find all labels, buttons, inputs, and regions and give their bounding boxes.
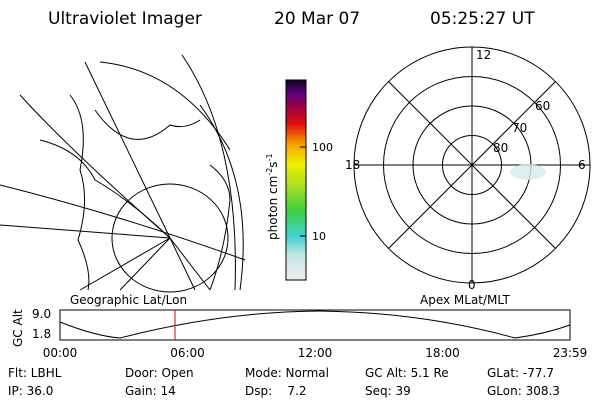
colorbar-label: photon cm-2s-1 [265,153,280,240]
aurora [510,164,546,180]
footer-field: GC Alt: 5.1 Re [365,366,449,380]
altitude-xtick: 23:59 [553,346,588,360]
date: 20 Mar 07 [274,9,360,29]
label-text: s [266,161,280,167]
footer-field: Dsp: 7.2 [245,384,307,398]
altitude-frame [59,309,571,341]
altitude-xtick: 00:00 [43,346,78,360]
altitude-xtick: 06:00 [170,346,205,360]
altitude-xtick: 12:00 [298,346,333,360]
colorbar-tick-label: 100 [312,141,333,154]
altitude-label: GC Alt [11,309,25,347]
label-exp: -1 [265,153,274,161]
altitude-curve [59,310,571,339]
footer: Flt: LBHL Door: Open Mode: Normal GC Alt: 5… [8,366,560,398]
footer-field: Flt: LBHL [8,366,62,380]
polar-grid [353,46,591,284]
mlt-label: 12 [476,48,491,62]
altitude-xtick: 18:00 [425,346,460,360]
footer-field: Door: Open [125,366,194,380]
map-title: Geographic Lat/Lon [70,293,187,307]
mlt-label: 18 [345,158,360,172]
colorbar-tick-label: 10 [312,230,326,243]
label-exp: -2 [265,168,274,176]
lat-label: 70 [512,121,527,135]
footer-field: GLon: 308.3 [487,384,560,398]
mlt-label: 6 [578,158,586,172]
footer-field: IP: 36.0 [8,384,53,398]
time: 05:25:27 UT [430,9,535,29]
label-text: photon cm [266,176,280,240]
altitude-xticks: 00:00 06:00 12:00 18:00 23:59 [43,346,588,360]
lat-label: 80 [493,141,508,155]
title: Ultraviolet Imager [48,9,202,29]
footer-field: Mode: Normal [245,366,329,380]
footer-field: Seq: 39 [365,384,411,398]
colorbar [285,79,307,281]
polar-title: Apex MLat/MLT [420,293,510,307]
altitude-ytick: 1.8 [32,327,51,341]
lat-label: 60 [535,99,550,113]
mlt-label: 0 [468,278,476,292]
geographic-map [0,54,246,293]
footer-field: GLat: -77.7 [487,366,554,380]
footer-field: Gain: 14 [125,384,176,398]
altitude-ytick: 9.0 [32,307,51,321]
